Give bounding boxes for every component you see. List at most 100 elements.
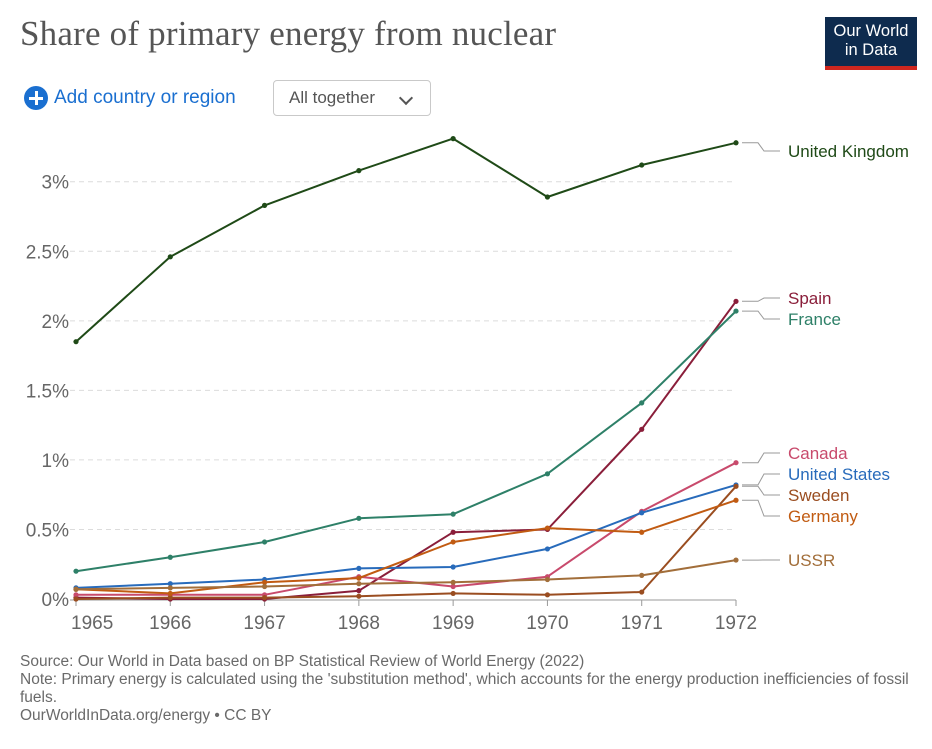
data-point [544, 576, 551, 583]
data-point [261, 595, 268, 601]
data-point [261, 579, 268, 585]
data-point [639, 162, 645, 168]
data-point [450, 564, 456, 570]
series-label: Sweden [788, 486, 849, 505]
x-tick-label: 1968 [338, 613, 380, 634]
label-connector [742, 499, 780, 517]
y-tick-label: 1% [42, 451, 70, 472]
data-point [167, 595, 173, 601]
label-connector [742, 452, 780, 464]
view-mode-select[interactable]: All together [273, 80, 431, 116]
y-tick-label: 3% [42, 173, 70, 194]
data-point [639, 510, 645, 516]
data-point [450, 529, 456, 535]
x-tick-label: 1967 [243, 613, 285, 634]
line-chart: 0% 0.5% 1% 1.5% 2% 2.5% 3% 1965 1966 1967 1968 1969… [26, 136, 909, 634]
series-line [75, 300, 737, 600]
data-point [450, 583, 456, 590]
data-point [73, 596, 79, 602]
y-tick-label: 1.5% [26, 381, 69, 402]
plus-circle-icon [24, 86, 48, 110]
data-point [73, 339, 79, 345]
logo-line-1: Our World [833, 22, 909, 40]
x-tick-label: 1965 [71, 613, 113, 634]
data-point [356, 575, 362, 581]
series-label: France [788, 310, 841, 329]
data-point [544, 194, 551, 200]
y-tick-label: 2% [42, 312, 70, 333]
chart-footer: Source: Our World in Data based on BP St… [20, 653, 910, 725]
logo-line-2: in Data [844, 41, 898, 59]
credit-text[interactable]: OurWorldInData.org/energy • CC BY [20, 707, 272, 724]
series-line [75, 137, 737, 343]
chart-title: Share of primary energy from nuclear [20, 14, 557, 53]
x-tick-label: 1970 [526, 613, 568, 634]
series-label: Spain [788, 289, 831, 308]
data-point [167, 585, 173, 591]
series-line [75, 559, 737, 591]
series-line [76, 461, 737, 596]
data-point [450, 136, 456, 142]
series-label: USSR [788, 551, 835, 570]
label-connector [742, 142, 780, 152]
y-tick-label: 2.5% [26, 242, 69, 263]
data-point [167, 590, 173, 597]
chevron-down-icon [398, 90, 414, 106]
data-point [733, 298, 739, 304]
data-point [356, 565, 362, 571]
data-point [261, 202, 268, 208]
data-point [450, 579, 456, 585]
data-point [450, 590, 456, 597]
data-point [73, 586, 79, 592]
source-text: Source: Our World in Data based on BP St… [20, 653, 585, 670]
owid-logo[interactable]: Our World in Data [825, 17, 917, 70]
series-line [75, 499, 737, 595]
data-point [639, 529, 645, 535]
data-point [639, 426, 645, 432]
label-connector [742, 473, 780, 486]
data-point [544, 546, 551, 552]
data-point [356, 168, 362, 174]
data-point [639, 572, 645, 578]
data-point [261, 583, 268, 590]
label-connector [742, 297, 780, 302]
logo-accent-bar [825, 66, 917, 70]
x-tick-label: 1972 [715, 613, 757, 634]
series-line [75, 485, 737, 600]
series-label: United Kingdom [788, 142, 909, 161]
note-text: Note: Primary energy is calculated using… [20, 671, 909, 706]
data-point [733, 460, 739, 466]
data-point [356, 515, 362, 521]
view-mode-value: All together [289, 88, 375, 107]
add-country-label: Add country or region [54, 87, 236, 108]
data-point [73, 568, 79, 574]
data-point [733, 557, 739, 563]
x-tick-label: 1971 [621, 613, 663, 634]
data-point [733, 497, 739, 503]
data-point [450, 539, 456, 545]
data-point [544, 471, 551, 477]
x-tick-label: 1969 [432, 613, 474, 634]
series-label: Germany [788, 507, 858, 526]
series-label: United States [788, 465, 890, 484]
data-point [639, 589, 645, 595]
data-point [544, 525, 551, 531]
data-point [356, 593, 362, 599]
data-point [356, 581, 362, 587]
data-point [356, 588, 362, 594]
data-point [450, 511, 456, 517]
data-point [639, 400, 645, 406]
series-label: Canada [788, 444, 848, 463]
label-connector [742, 485, 780, 496]
series-line [75, 310, 737, 573]
data-point [544, 592, 551, 598]
y-tick-label: 0.5% [26, 520, 69, 541]
add-country-button[interactable]: Add country or region [24, 86, 236, 110]
series-line [75, 483, 737, 589]
x-tick-label: 1966 [149, 613, 191, 634]
data-point [167, 581, 173, 587]
y-tick-label: 0% [42, 590, 70, 611]
data-point [73, 592, 79, 598]
label-connector [742, 310, 780, 320]
data-point [733, 308, 739, 314]
